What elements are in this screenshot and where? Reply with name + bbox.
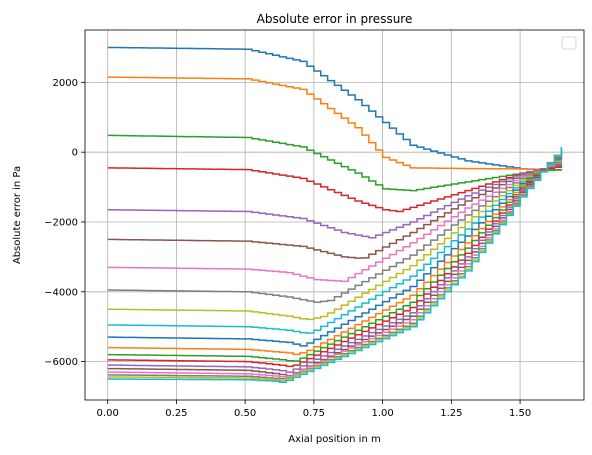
- y-tick-label: −6000: [44, 357, 78, 368]
- series-line-8: [107, 157, 563, 321]
- y-tick-label: −2000: [44, 217, 78, 228]
- x-tick-label: 0.25: [165, 408, 187, 419]
- y-axis-label: Absolute error in Pa: [12, 166, 23, 264]
- y-axis-ticks: −6000 −4000 −2000 0 2000: [44, 78, 85, 368]
- y-tick-label: −4000: [44, 287, 78, 298]
- y-tick-label: 2000: [53, 78, 78, 89]
- series-line-10: [107, 153, 563, 347]
- series-line-19: [107, 146, 563, 384]
- x-tick-label: 0.50: [234, 408, 256, 419]
- series-line-6: [107, 160, 563, 283]
- series-line-13: [107, 150, 563, 368]
- x-axis-ticks: 0.00 0.25 0.50 0.75 1.00 1.25 1.50: [97, 400, 531, 419]
- series-line-17: [107, 147, 563, 380]
- series-line-14: [107, 149, 563, 373]
- plot-area-frame: [84, 29, 585, 401]
- series-line-4: [107, 164, 563, 239]
- data-series: [107, 46, 563, 384]
- x-tick-label: 0.00: [97, 408, 119, 419]
- y-tick-label: 0: [72, 148, 78, 159]
- x-axis-label: Axial position in m: [288, 434, 380, 445]
- chart-title: Absolute error in pressure: [257, 12, 413, 26]
- series-line-11: [107, 152, 563, 356]
- series-line-16: [107, 148, 563, 378]
- series-line-9: [107, 155, 563, 334]
- legend-box: [561, 36, 577, 50]
- series-line-1: [107, 76, 563, 171]
- series-line-15: [107, 148, 563, 377]
- series-line-3: [107, 166, 563, 213]
- x-tick-label: 1.25: [440, 408, 462, 419]
- x-tick-label: 1.50: [509, 408, 531, 419]
- series-line-2: [107, 134, 563, 192]
- series-line-0: [107, 46, 563, 171]
- x-tick-label: 0.75: [303, 408, 325, 419]
- series-line-7: [107, 159, 563, 304]
- series-line-12: [107, 151, 563, 362]
- x-tick-label: 1.00: [371, 408, 393, 419]
- series-line-18: [107, 147, 563, 382]
- series-line-5: [107, 162, 563, 259]
